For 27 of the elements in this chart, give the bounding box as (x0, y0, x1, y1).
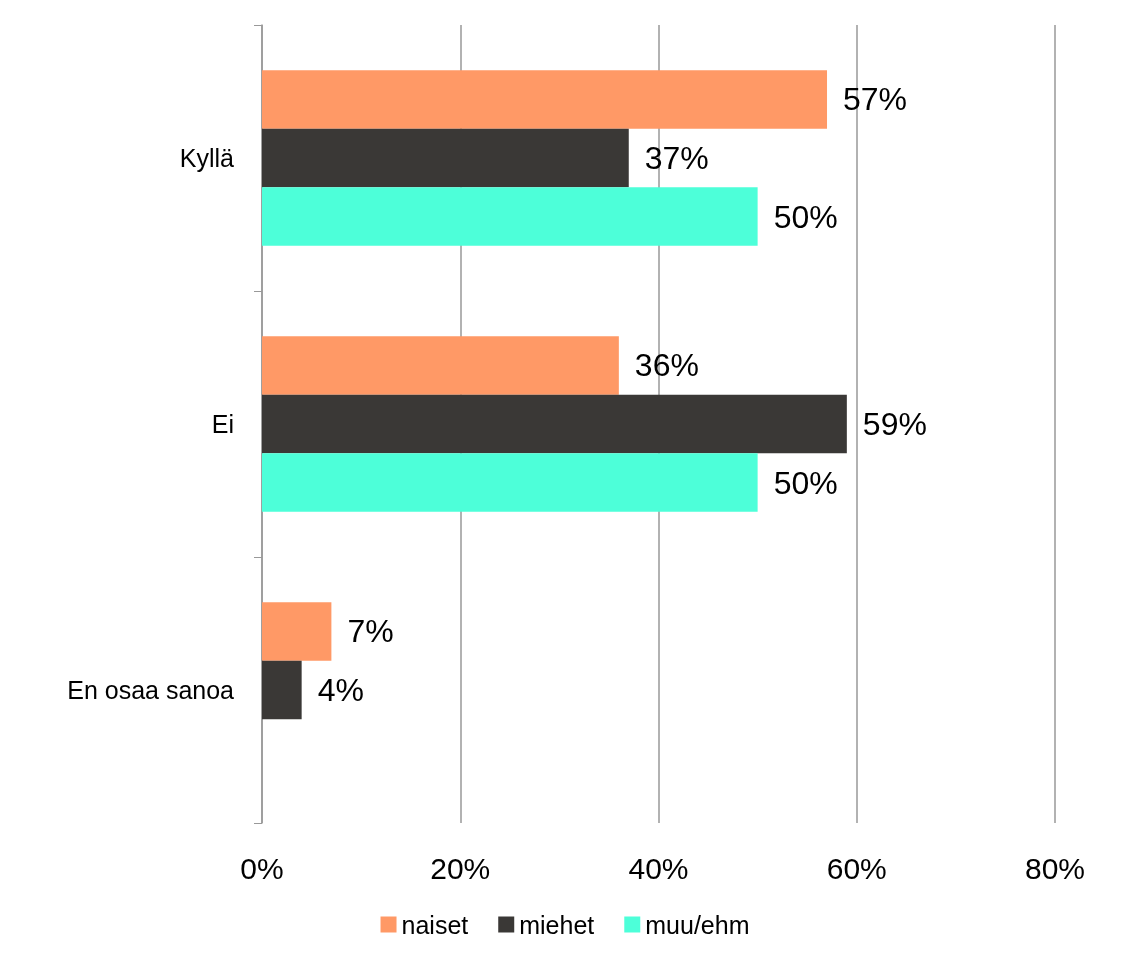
legend-label: muu/ehm (645, 910, 750, 939)
legend-label: miehet (519, 910, 595, 939)
bar (262, 453, 758, 512)
x-tick-label: 20% (430, 851, 491, 885)
data-label: 37% (644, 140, 709, 176)
data-label: 50% (773, 464, 838, 501)
data-label: 36% (634, 347, 699, 384)
x-tick-label: 80% (1024, 851, 1086, 885)
y-tick-label: Ei (211, 410, 234, 438)
bar (262, 394, 847, 454)
data-label: 57% (843, 81, 908, 118)
x-tick-label: 0% (240, 851, 284, 885)
bar (262, 660, 302, 720)
data-label: 50% (773, 198, 838, 235)
data-label: 59% (862, 406, 927, 442)
bar (262, 187, 758, 246)
y-tick-label: En osaa sanoa (67, 676, 235, 704)
legend-label: naiset (401, 910, 469, 939)
x-tick-label: 40% (628, 851, 689, 885)
bar (262, 70, 828, 129)
x-tick-label: 60% (826, 851, 887, 885)
bar (262, 128, 629, 188)
y-tick-label: Kyllä (179, 144, 235, 172)
data-label: 7% (347, 613, 394, 650)
data-label: 4% (317, 672, 364, 708)
bar (262, 602, 332, 661)
bar (262, 336, 619, 395)
